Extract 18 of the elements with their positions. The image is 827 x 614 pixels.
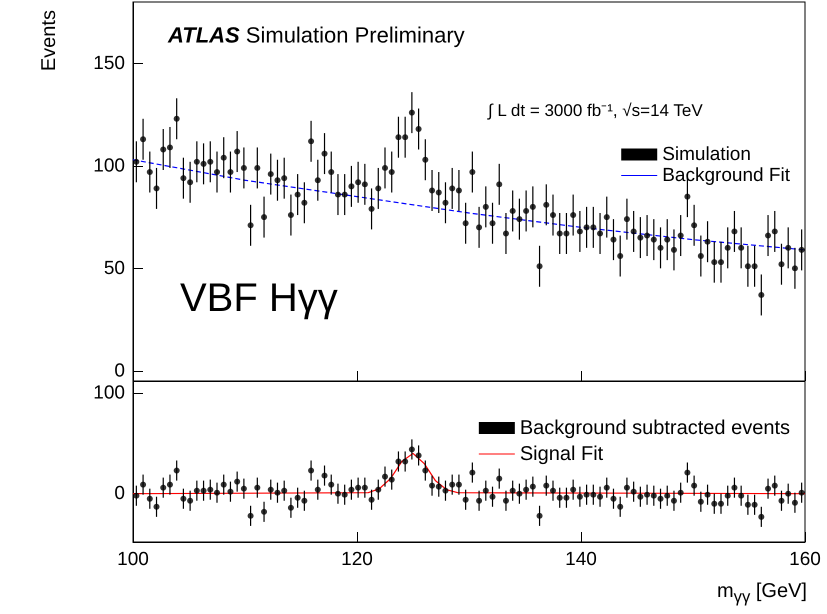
annotation: ATLAS Simulation Preliminary [167,22,465,48]
y-tick-label: 0 [114,360,125,382]
legend-label: Background subtracted events [520,417,790,439]
annotation: VBF Hγγ [180,276,338,320]
y-axis-title: Events [38,10,61,72]
annotation: ∫ L dt = 3000 fb⁻¹, √s=14 TeV [487,101,704,120]
x-tick-label: 140 [565,549,597,570]
legend-label: Background Fit [662,165,791,186]
y-tick-label: 100 [93,382,125,404]
y-tick-label: 50 [104,258,125,279]
legend-label: Signal Fit [520,443,604,465]
y-tick-label: 0 [114,483,125,504]
x-tick-label: 120 [341,549,373,570]
legend-label: Simulation [662,144,751,165]
y-tick-label: 150 [93,52,125,74]
x-tick-label: 160 [789,549,821,570]
y-tick-label: 100 [93,155,125,176]
x-axis-title: m$_{γγ}$ [GeV] [716,580,807,607]
